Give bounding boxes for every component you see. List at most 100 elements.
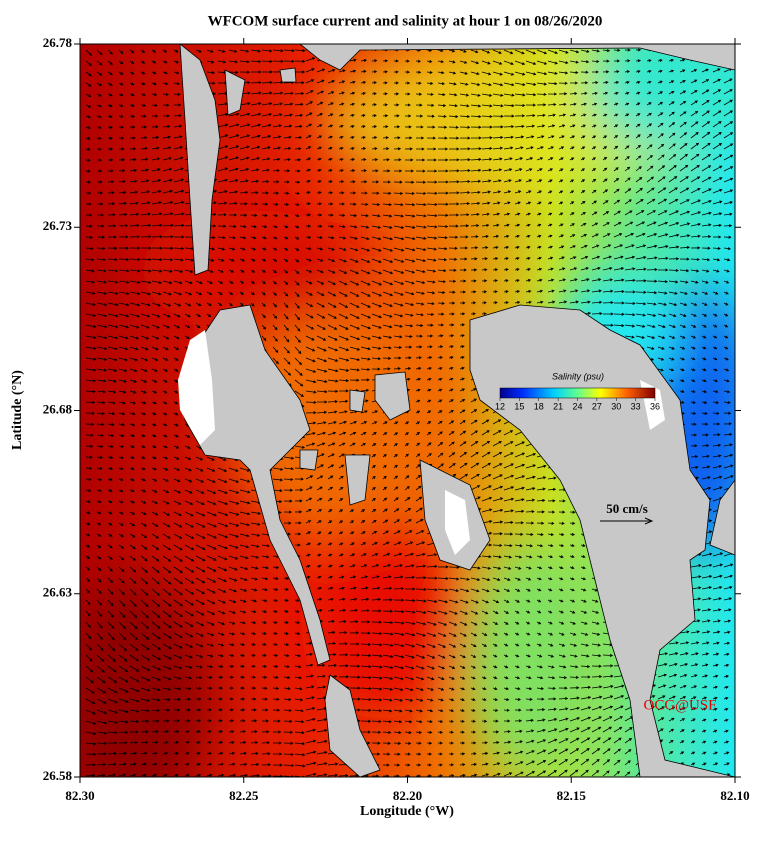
vector — [360, 169, 367, 173]
vector — [96, 709, 108, 715]
vector — [514, 257, 520, 260]
vector — [294, 180, 301, 184]
vector — [613, 145, 619, 150]
vector — [668, 684, 677, 689]
vector — [547, 60, 559, 65]
vector — [239, 643, 246, 647]
vector — [525, 201, 532, 205]
vector — [261, 653, 267, 657]
vector — [118, 665, 129, 673]
vector — [701, 131, 711, 139]
vector — [151, 212, 163, 216]
vector — [371, 191, 380, 195]
vector — [262, 708, 269, 712]
vector — [96, 621, 103, 629]
vector — [349, 520, 355, 524]
vector — [481, 125, 493, 129]
vector — [118, 257, 130, 262]
vector — [217, 708, 223, 712]
vector — [580, 643, 590, 647]
vector — [712, 652, 720, 656]
vector — [415, 709, 423, 713]
vector — [492, 279, 498, 283]
vector — [657, 291, 668, 295]
vector — [569, 588, 575, 592]
vector — [547, 223, 553, 227]
vector — [415, 752, 422, 756]
vector — [404, 432, 409, 436]
vector — [657, 91, 664, 95]
vector — [547, 621, 553, 625]
vector — [448, 430, 455, 436]
vector — [239, 202, 248, 206]
vector — [393, 147, 402, 151]
vector — [151, 610, 161, 618]
vector — [701, 313, 708, 317]
vector — [151, 566, 160, 574]
vector — [250, 774, 260, 777]
vector — [558, 179, 564, 183]
vector — [591, 255, 601, 260]
vector — [426, 741, 433, 745]
vector — [580, 566, 586, 570]
vector — [569, 92, 578, 96]
vector — [492, 125, 504, 129]
vector — [547, 654, 555, 658]
vector — [349, 247, 359, 252]
vector — [713, 235, 722, 239]
vector — [723, 121, 734, 128]
vector — [327, 346, 339, 352]
vector — [294, 113, 304, 117]
vector — [173, 189, 185, 194]
vector — [679, 335, 686, 339]
vector — [371, 609, 382, 613]
vector — [492, 566, 502, 570]
vector — [162, 379, 168, 383]
vector — [239, 489, 251, 494]
vector — [162, 390, 168, 394]
vector — [613, 124, 619, 128]
vector — [470, 179, 482, 183]
vector — [129, 719, 140, 724]
vector — [239, 60, 250, 64]
vector — [679, 111, 687, 117]
vector — [382, 586, 393, 590]
vector — [173, 145, 184, 150]
vector — [668, 143, 676, 150]
vector — [723, 201, 734, 205]
vector — [272, 642, 278, 646]
vector — [393, 169, 403, 173]
vector — [107, 169, 114, 173]
vector — [613, 135, 619, 139]
y-tick-label: 26.73 — [43, 218, 73, 233]
vector — [481, 93, 493, 97]
vector — [492, 762, 501, 766]
vector — [613, 759, 621, 766]
vector — [151, 346, 159, 351]
vector — [173, 60, 180, 64]
vector — [558, 212, 564, 216]
vector — [250, 664, 256, 668]
vector — [503, 486, 515, 491]
vector — [723, 652, 730, 656]
vector — [624, 80, 630, 84]
vector — [525, 103, 537, 107]
vector — [536, 300, 544, 304]
vector — [470, 687, 476, 691]
vector — [690, 90, 698, 95]
vector — [239, 269, 245, 273]
vector — [107, 423, 115, 427]
vector — [712, 762, 719, 766]
vector — [525, 135, 535, 139]
vector — [107, 257, 118, 262]
vector — [118, 773, 126, 777]
vector — [492, 179, 502, 183]
vector — [217, 654, 224, 658]
vector — [393, 136, 401, 140]
vector — [701, 422, 709, 426]
vector — [382, 541, 390, 546]
vector — [129, 114, 136, 118]
vector — [393, 508, 400, 513]
vector — [393, 654, 405, 659]
vector — [261, 146, 271, 150]
